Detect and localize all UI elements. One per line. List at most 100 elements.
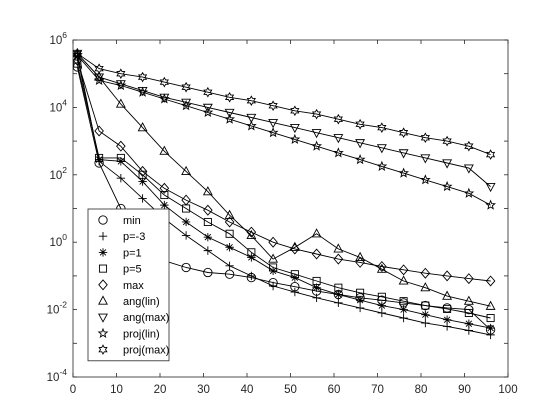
marker-square xyxy=(312,276,321,285)
marker-triangle-down xyxy=(376,144,387,154)
marker-square xyxy=(464,308,473,317)
data-point xyxy=(376,263,387,273)
marker-triangle-down xyxy=(98,313,108,323)
data-point xyxy=(138,177,147,186)
marker-pentagram xyxy=(137,86,148,97)
y-tick-exponent: -4 xyxy=(59,367,67,377)
marker-plus xyxy=(225,261,234,270)
data-point xyxy=(377,308,387,318)
legend-label: ang(max) xyxy=(123,312,169,324)
data-point xyxy=(268,118,279,129)
marker-pentagram xyxy=(354,153,366,165)
marker-triangle-up xyxy=(398,275,409,285)
data-point xyxy=(355,251,366,261)
marker-plus xyxy=(247,271,256,281)
data-point xyxy=(485,182,496,193)
x-tick-label: 30 xyxy=(197,384,210,396)
data-point xyxy=(247,248,256,257)
x-tick-label: 0 xyxy=(70,384,76,396)
marker-plus xyxy=(116,173,126,183)
x-tick-label: 100 xyxy=(498,384,517,396)
series-group xyxy=(73,47,496,340)
data-point xyxy=(442,290,453,300)
marker-square xyxy=(247,248,256,257)
x-tick-label: 20 xyxy=(154,384,167,396)
data-point xyxy=(137,165,148,177)
marker-asterisk xyxy=(138,177,147,186)
marker-pentagram xyxy=(289,133,301,144)
marker-square xyxy=(269,263,278,272)
data-point xyxy=(246,229,257,240)
marker-pentagram xyxy=(419,174,431,185)
marker-square xyxy=(116,153,125,162)
data-point xyxy=(246,113,257,124)
marker-square xyxy=(98,264,108,273)
data-point xyxy=(203,267,213,278)
data-point xyxy=(464,308,473,317)
marker-asterisk xyxy=(160,200,169,210)
x-tick-label: 90 xyxy=(458,384,471,396)
data-point xyxy=(137,86,148,97)
y-tick-base: 10 xyxy=(47,305,60,317)
marker-triangle-up xyxy=(485,300,496,310)
data-point xyxy=(246,95,256,106)
data-point xyxy=(419,174,431,185)
legend-label: p=1 xyxy=(123,247,142,259)
marker-triangle-up xyxy=(202,186,213,196)
data-point xyxy=(442,315,452,324)
marker-circle xyxy=(224,269,235,279)
series-max xyxy=(73,54,496,287)
data-point xyxy=(334,298,343,308)
marker-hexagram xyxy=(181,81,191,93)
x-tick-label: 50 xyxy=(284,384,297,396)
data-point xyxy=(268,281,278,291)
data-point xyxy=(463,187,475,198)
data-point xyxy=(203,204,213,216)
marker-asterisk xyxy=(421,310,430,319)
data-point xyxy=(180,100,192,111)
data-point xyxy=(246,226,257,238)
data-point xyxy=(202,103,213,113)
marker-plus xyxy=(399,313,408,323)
marker-square xyxy=(160,190,169,200)
series-proj-max- xyxy=(73,48,496,160)
y-tick-label: 102 xyxy=(49,165,67,182)
marker-pentagram xyxy=(267,127,279,138)
data-point xyxy=(159,76,169,88)
y-tick-label: 100 xyxy=(49,232,67,249)
series-p-1 xyxy=(73,52,495,333)
data-point xyxy=(334,290,343,299)
marker-triangle-up xyxy=(463,295,474,305)
data-point xyxy=(420,154,431,164)
marker-hexagram xyxy=(268,100,278,112)
data-point xyxy=(485,149,496,160)
data-point xyxy=(290,105,300,117)
y-tick-exponent: 0 xyxy=(62,232,67,242)
data-point xyxy=(485,300,496,310)
data-point xyxy=(377,292,386,301)
marker-triangle-up xyxy=(268,253,279,263)
data-point xyxy=(289,133,301,144)
legend-label: max xyxy=(123,280,144,292)
data-point xyxy=(421,310,430,319)
marker-square xyxy=(225,229,234,238)
data-point xyxy=(398,167,409,178)
marker-plus xyxy=(268,281,278,291)
y-tick-base: 10 xyxy=(49,237,62,249)
marker-pentagram xyxy=(158,93,170,104)
marker-plus xyxy=(98,232,108,241)
marker-triangle-up xyxy=(246,229,257,240)
marker-square xyxy=(443,304,452,313)
data-point xyxy=(159,145,170,155)
marker-pentagram xyxy=(311,140,322,151)
marker-triangle-down xyxy=(289,124,300,134)
data-point xyxy=(441,180,453,192)
data-point xyxy=(421,318,430,328)
data-point xyxy=(181,98,192,108)
data-point xyxy=(443,304,452,313)
marker-triangle-up xyxy=(159,145,170,155)
marker-hexagram xyxy=(98,344,108,355)
marker-diamond xyxy=(246,226,257,238)
data-point xyxy=(181,217,191,227)
legend-label: proj(lin) xyxy=(123,328,160,340)
